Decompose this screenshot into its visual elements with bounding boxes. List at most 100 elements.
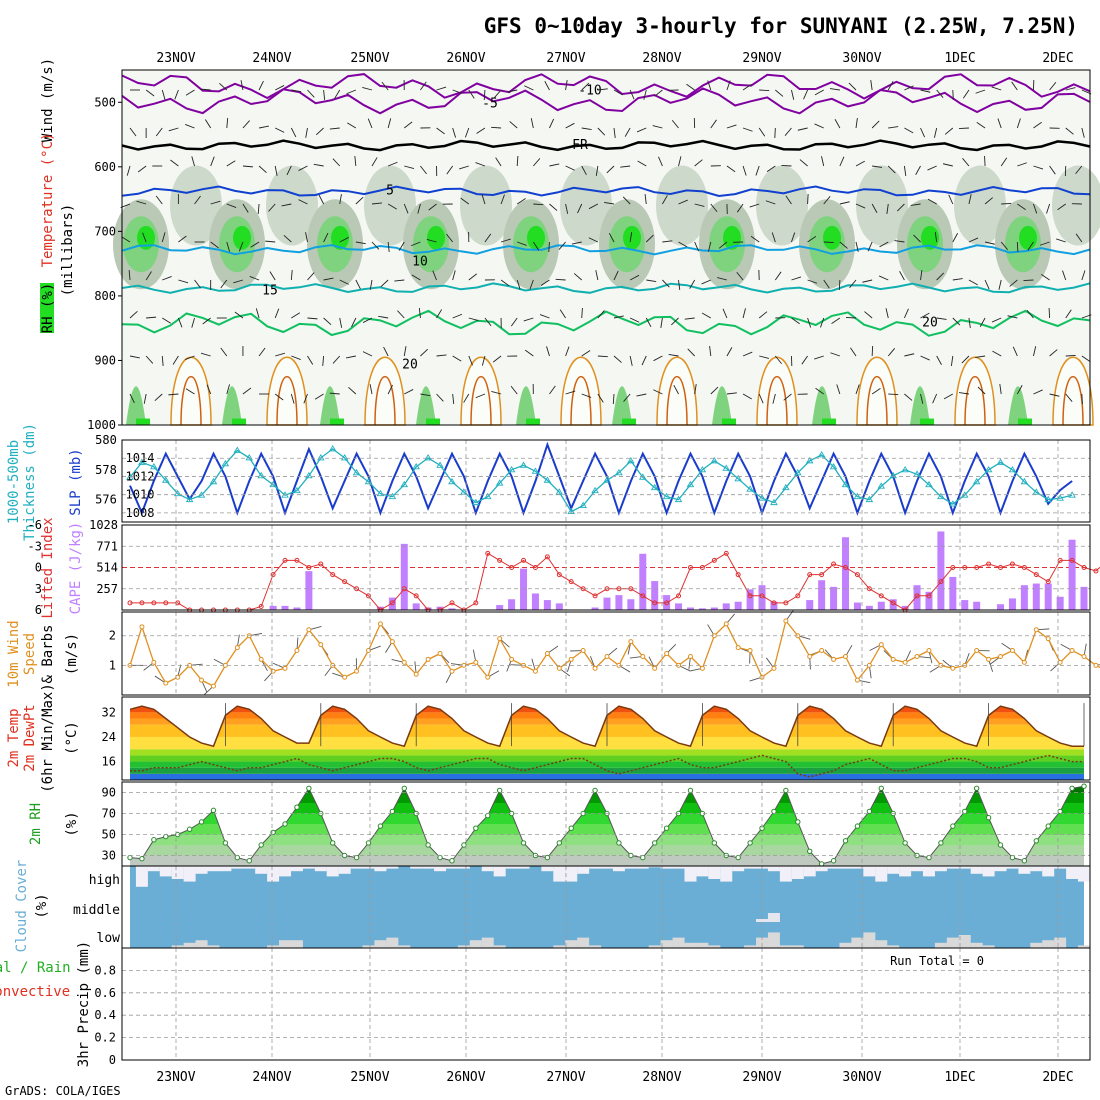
- upper-air-frame: [121, 69, 1091, 426]
- wind-barb: [1033, 389, 1043, 395]
- wind-barb: [387, 203, 397, 210]
- cloud-high-bar: [183, 866, 196, 882]
- wind-barb: [426, 238, 437, 243]
- thickness-point: [328, 445, 337, 452]
- dry-plume-inner: [470, 376, 492, 426]
- wind-barb: [785, 195, 792, 205]
- wind-barb: [807, 236, 817, 243]
- rh-surface-patch: [426, 418, 440, 425]
- temp-tick-label: 32: [102, 705, 116, 719]
- wind-speed-point: [747, 648, 753, 654]
- precip-convective-label: Convective: [0, 984, 70, 1000]
- cloud-high-bar: [422, 866, 435, 869]
- wind-barb: [204, 119, 212, 129]
- wind-barb: [608, 232, 615, 243]
- wind-barb: [774, 355, 782, 365]
- thickness-point: [495, 479, 504, 486]
- rh-point: [950, 823, 956, 829]
- bottom-date-label: 1DEC: [944, 1070, 975, 1085]
- li-point: [735, 572, 741, 578]
- rh-point: [544, 854, 551, 861]
- rh-lower-plume: [1008, 386, 1028, 425]
- rh-shade-low: [856, 165, 908, 246]
- rh-point: [139, 855, 145, 862]
- wind-speed-point: [1081, 653, 1087, 659]
- wind-speed-point: [425, 656, 431, 662]
- wind-barb: [942, 163, 953, 167]
- rh-point: [151, 837, 157, 843]
- cloud-low-bar: [970, 942, 983, 948]
- wind-barb: [1049, 393, 1060, 397]
- wind-barb: [913, 234, 921, 243]
- wind-barb: [613, 355, 622, 363]
- cape-bar: [877, 601, 885, 610]
- wind-barb: [185, 355, 195, 361]
- li-point: [771, 600, 777, 606]
- thickness-point: [794, 468, 802, 476]
- wind-speed-point: [532, 668, 538, 674]
- wind-speed-point: [497, 636, 503, 642]
- wind-barb: [194, 279, 201, 289]
- wind-barb: [446, 165, 454, 175]
- wind-barb: [597, 127, 606, 136]
- wind-barb: [483, 89, 486, 101]
- cloud-high-bar: [1030, 866, 1043, 872]
- wind-barb: [879, 241, 889, 248]
- thickness-point: [627, 456, 635, 464]
- thickness-point: [1032, 488, 1041, 495]
- rh-point: [687, 787, 694, 794]
- wind-barb: [864, 311, 873, 319]
- dry-plume-inner: [1062, 376, 1084, 426]
- cape-bar: [961, 600, 969, 610]
- wind-barb: [612, 393, 615, 405]
- contour-label: -5: [482, 96, 498, 111]
- wind-barb: [758, 311, 768, 319]
- li-axis-label: Lifted Index: [40, 517, 56, 618]
- cloud-high-bar: [338, 866, 351, 874]
- wind-barb: [717, 277, 728, 281]
- dry-plume-inner: [964, 376, 986, 426]
- cloud-low-bar: [839, 942, 852, 948]
- rh-point: [795, 819, 801, 825]
- thickness-point: [674, 495, 683, 503]
- wind-barb: [329, 127, 340, 130]
- top-date-label: 1DEC: [944, 51, 975, 66]
- wind-barb: [339, 317, 343, 328]
- bottom-date-label: 28NOV: [642, 1070, 681, 1085]
- wind-barb: [742, 84, 752, 91]
- cloud-high-bar: [517, 866, 530, 869]
- wind-barb: [371, 202, 382, 205]
- wind-barb: [226, 384, 230, 395]
- wind-barb: [750, 235, 760, 243]
- wind-barb: [758, 393, 764, 404]
- wind-barb: [694, 384, 697, 395]
- wind-barb: [162, 275, 172, 281]
- contour-label: 5: [386, 183, 394, 198]
- wind-barb: [886, 203, 889, 214]
- cloud-low-bar: [1042, 940, 1055, 948]
- li-point: [342, 579, 348, 585]
- wind-barb: [452, 355, 462, 362]
- wind-barb: [820, 317, 825, 328]
- li-point: [711, 557, 717, 563]
- wind-barb: [726, 80, 731, 91]
- wind-barb: [1033, 165, 1044, 170]
- wind-barb: [378, 315, 389, 319]
- wind-barb: [129, 393, 135, 404]
- wind-barb: [128, 269, 131, 281]
- rh-point: [330, 840, 336, 846]
- thickness-point: [972, 477, 981, 485]
- rh-point: [270, 829, 276, 836]
- cloud-low-bar: [648, 945, 661, 948]
- wind-barb: [161, 355, 164, 367]
- wind-barb: [540, 279, 550, 286]
- wind-speed-point: [318, 642, 324, 648]
- wind-speed-point: [735, 645, 741, 651]
- wind-speed-point: [437, 651, 443, 656]
- thickness-point: [758, 494, 766, 501]
- thickness-point: [686, 480, 695, 488]
- wind-barb: [172, 355, 179, 365]
- wind-barb: [1027, 241, 1034, 251]
- wind-barb: [736, 271, 744, 281]
- li-point: [258, 603, 264, 609]
